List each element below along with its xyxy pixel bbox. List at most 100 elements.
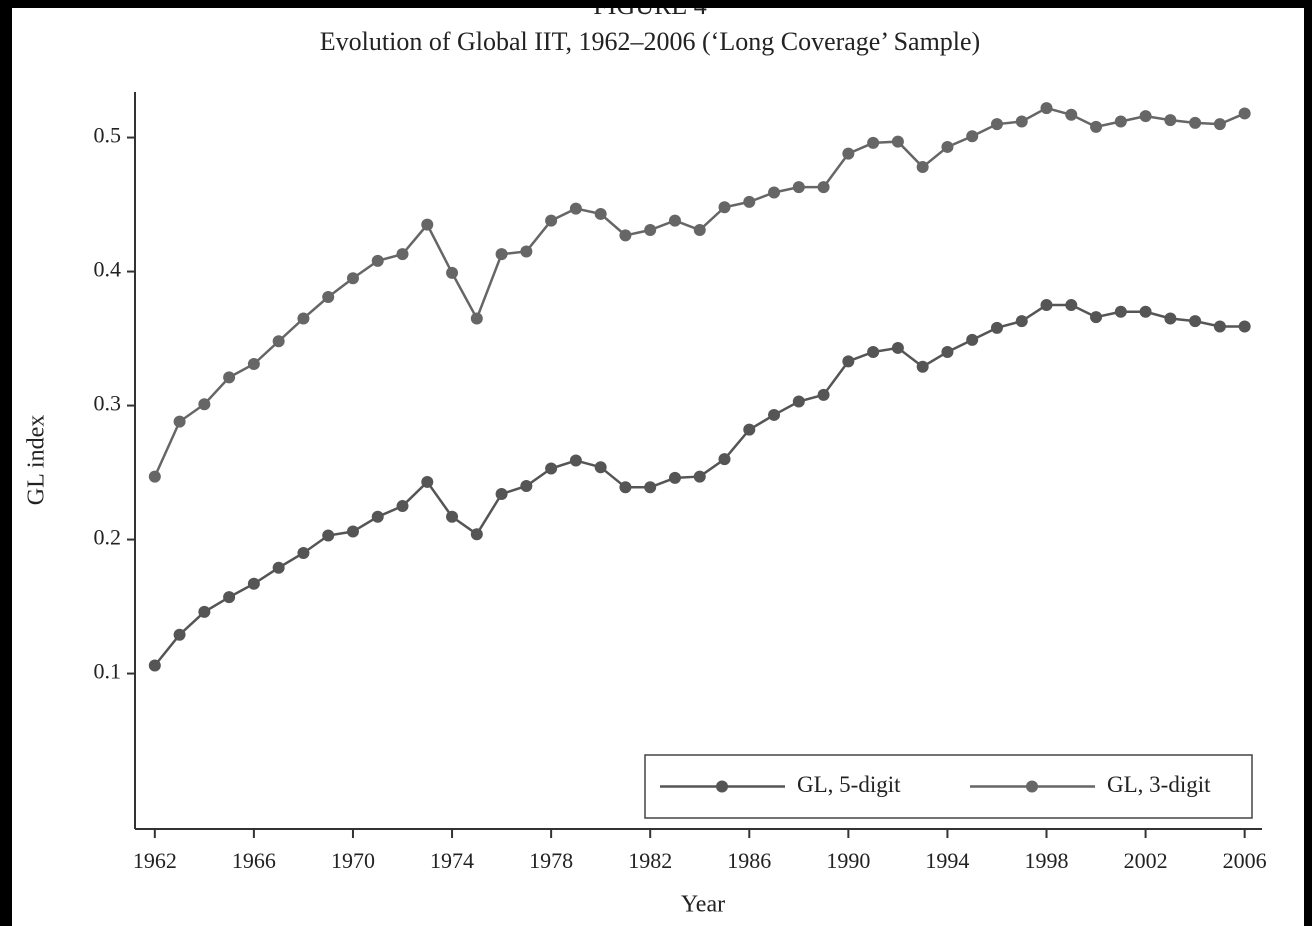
series-marker [148, 659, 161, 672]
series-marker [1164, 312, 1177, 325]
y-tick-label: 0.4 [94, 257, 122, 282]
series-marker [1164, 114, 1177, 127]
series-marker [990, 118, 1003, 131]
series-marker [1139, 110, 1152, 123]
series-marker [594, 461, 607, 474]
series-marker [1189, 315, 1202, 328]
series-marker [792, 181, 805, 194]
series-marker [1040, 102, 1053, 115]
series-marker [668, 214, 681, 227]
series-marker [1040, 299, 1053, 312]
series-marker [1090, 311, 1103, 324]
series-marker [148, 470, 161, 483]
series-marker [569, 454, 582, 467]
series-marker [396, 248, 409, 261]
series-marker [1213, 320, 1226, 333]
series-marker [371, 510, 384, 523]
x-tick-label: 2006 [1223, 848, 1267, 873]
series-marker [421, 475, 434, 488]
series-marker [817, 181, 830, 194]
series-marker [1065, 108, 1078, 121]
series-marker [569, 202, 582, 215]
series-marker [941, 345, 954, 358]
series-marker [966, 130, 979, 143]
x-tick-label: 1974 [430, 848, 474, 873]
series-marker [346, 525, 359, 538]
series-marker [693, 470, 706, 483]
y-tick-label: 0.3 [94, 391, 122, 416]
series-marker [1238, 320, 1251, 333]
series-marker [966, 333, 979, 346]
x-tick-label: 1970 [331, 848, 375, 873]
x-tick-label: 1962 [133, 848, 177, 873]
series-marker [198, 605, 211, 618]
series-marker [817, 388, 830, 401]
series-marker [297, 312, 310, 325]
series-marker [1015, 315, 1028, 328]
series-marker [223, 591, 236, 604]
x-tick-label: 2002 [1124, 848, 1168, 873]
series-marker [272, 561, 285, 574]
series-marker [1238, 107, 1251, 120]
series-marker [768, 186, 781, 199]
x-axis-label: Year [681, 892, 725, 918]
series-marker [247, 358, 260, 371]
series-marker [173, 415, 186, 428]
x-tick-label: 1990 [826, 848, 870, 873]
series-marker [891, 341, 904, 354]
legend-marker [716, 780, 728, 793]
series-marker [545, 462, 558, 475]
series-marker [594, 207, 607, 220]
series-marker [1189, 116, 1202, 129]
legend-marker [1026, 780, 1038, 793]
y-axis-label: GL index [24, 415, 50, 505]
series-marker [619, 229, 632, 242]
series-marker [470, 528, 483, 541]
series-line [153, 106, 1246, 478]
series-marker [916, 360, 929, 373]
series-marker [223, 371, 236, 384]
series-marker [1213, 118, 1226, 131]
series-marker [346, 272, 359, 285]
top-band [0, 0, 1312, 8]
series-marker [867, 345, 880, 358]
x-tick-label: 1994 [925, 848, 969, 873]
series-marker [495, 488, 508, 500]
series-marker [247, 577, 260, 590]
y-tick-label: 0.5 [94, 123, 122, 148]
series-marker [520, 245, 533, 258]
series-line [153, 303, 1245, 667]
x-tick-label: 1986 [727, 848, 771, 873]
series-marker [842, 355, 855, 368]
series-marker [941, 140, 954, 153]
series-marker [990, 321, 1003, 334]
legend-label: GL, 3-digit [1107, 772, 1211, 797]
series-marker [916, 161, 929, 174]
series-marker [718, 201, 731, 214]
series-marker [1090, 120, 1103, 133]
series-marker [297, 546, 310, 559]
series-marker [768, 408, 781, 421]
x-tick-label: 1966 [232, 848, 276, 873]
series-marker [545, 214, 558, 227]
series-marker [792, 395, 805, 408]
series-marker [421, 218, 434, 231]
series-marker [867, 136, 880, 149]
series-marker [446, 510, 459, 523]
y-tick-label: 0.2 [94, 525, 122, 550]
series-marker [371, 254, 384, 267]
x-tick-label: 1982 [628, 848, 672, 873]
series-marker [743, 423, 756, 436]
series-marker [173, 628, 186, 641]
series-marker [718, 453, 731, 466]
chart-title: Evolution of Global IIT, 1962–2006 (‘Lon… [320, 27, 980, 56]
series-marker [842, 147, 855, 160]
series-marker [272, 335, 285, 348]
x-tick-label: 1978 [529, 848, 573, 873]
series-marker [470, 312, 483, 325]
series-marker [520, 479, 533, 492]
y-tick-label: 0.1 [94, 659, 122, 684]
series-marker [1139, 305, 1152, 318]
